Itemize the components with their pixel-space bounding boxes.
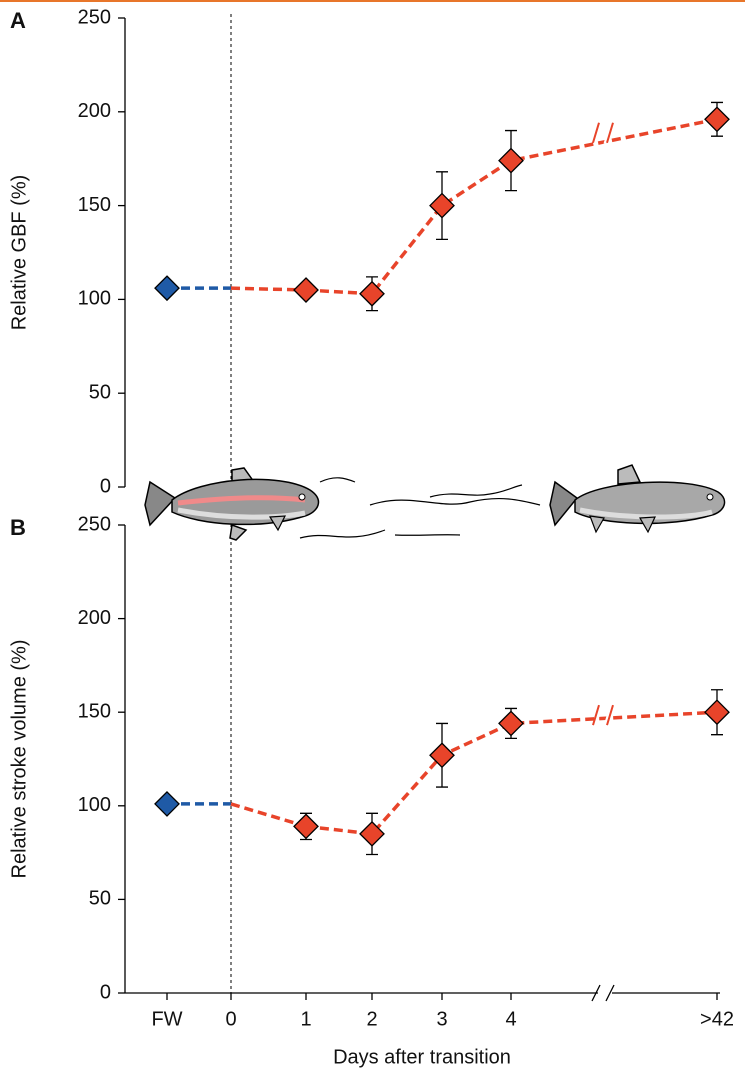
data-point xyxy=(499,711,523,735)
y-tick-label: 150 xyxy=(78,700,111,722)
x-tick-label: 2 xyxy=(366,1008,377,1030)
figure: A 0 50 100 150 200 250 Relative GBF (%) B 0 50 100 1… xyxy=(0,0,745,1081)
x-tick-label: 1 xyxy=(300,1008,311,1030)
y-tick-label: 200 xyxy=(78,100,111,122)
y-tick-label: 200 xyxy=(78,607,111,629)
y-tick-label: 0 xyxy=(100,981,111,1003)
y-tick-label: 250 xyxy=(78,513,111,535)
x-axis-label: Days after transition xyxy=(333,1046,511,1068)
y-tick-label: 150 xyxy=(78,194,111,216)
data-point xyxy=(430,194,454,218)
x-tick-label: 4 xyxy=(505,1008,516,1030)
data-point xyxy=(705,700,729,724)
y-tick-label: 50 xyxy=(89,381,111,403)
data-point xyxy=(705,107,729,131)
data-point xyxy=(155,276,179,300)
panel-label: B xyxy=(10,515,26,540)
axis-break xyxy=(592,985,614,1001)
connector-line xyxy=(231,804,306,826)
y-axis-label: Relative stroke volume (%) xyxy=(8,640,30,879)
y-tick-label: 100 xyxy=(78,288,111,310)
y-tick-label: 100 xyxy=(78,794,111,816)
water-waves xyxy=(300,478,540,538)
data-point xyxy=(294,814,318,838)
data-point xyxy=(294,278,318,302)
y-tick-label: 50 xyxy=(89,888,111,910)
x-tick-label: 3 xyxy=(436,1008,447,1030)
data-point xyxy=(155,792,179,816)
x-tick-label: FW xyxy=(151,1008,182,1030)
data-point xyxy=(499,149,523,173)
y-axis-label: Relative GBF (%) xyxy=(8,175,30,331)
fish-left xyxy=(145,468,318,540)
fish-right xyxy=(550,465,725,532)
x-tick-label: 0 xyxy=(225,1008,236,1030)
top-border xyxy=(0,0,745,2)
y-tick-label: 0 xyxy=(100,475,111,497)
y-tick-label: 250 xyxy=(78,6,111,28)
panel-label: A xyxy=(10,8,26,33)
x-tick-label: >42 xyxy=(700,1008,734,1030)
